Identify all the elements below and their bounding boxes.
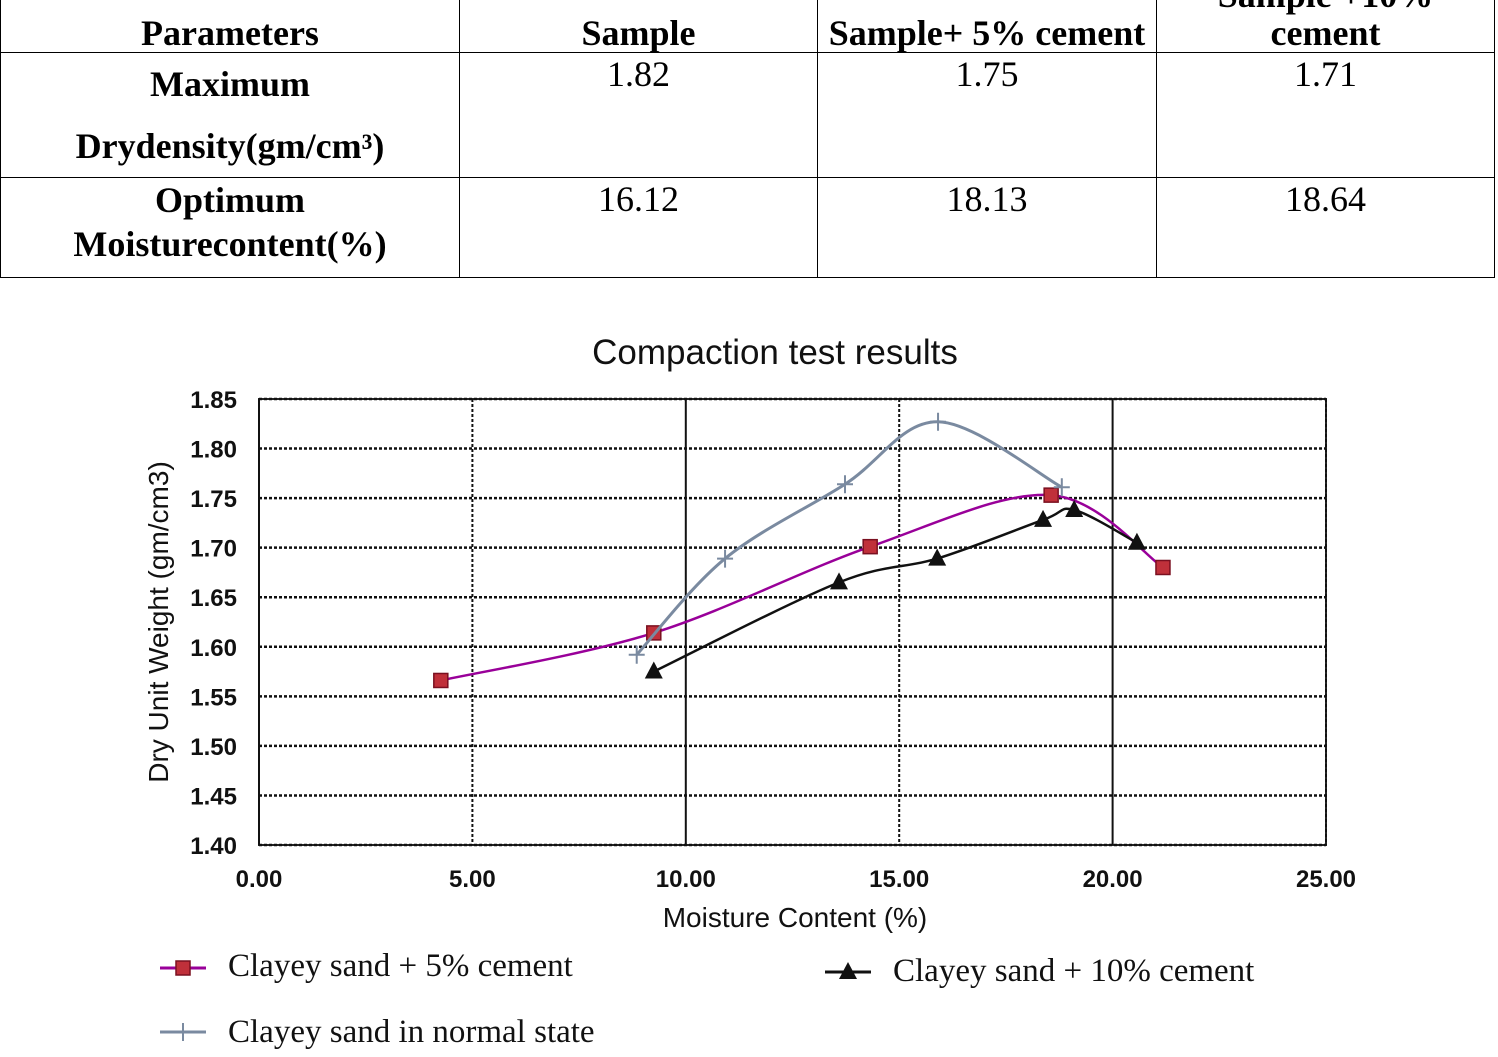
chart-title: Compaction test results [592,333,958,372]
row-value: 1.82 [459,52,818,178]
row-value: 16.12 [459,177,818,278]
header-sample-5: Sample+ 5% cement [817,0,1157,53]
series-1 [644,500,1146,679]
header-parameters: Parameters [0,0,460,53]
data-point [836,475,853,494]
series-layer [433,412,1171,689]
y-tick-label: 1.55 [190,684,237,711]
x-tick-label: 25.00 [1296,866,1356,893]
data-point [433,672,449,689]
y-tick-label: 1.75 [190,486,237,513]
y-tick-label: 1.45 [190,783,237,810]
data-point [1053,478,1070,497]
row-value: 1.75 [817,52,1157,178]
data-point [644,661,663,679]
x-tick-label: 20.00 [1083,866,1143,893]
x-tick-label: 15.00 [869,866,929,893]
x-tick-label: 0.00 [236,866,283,893]
grid [258,397,1327,847]
row-value: 1.71 [1156,52,1495,178]
x-axis-label: Moisture Content (%) [663,902,928,933]
x-tick-label: 10.00 [656,866,716,893]
data-point [1155,559,1171,576]
table-row: Optimum Moisturecontent(%) 16.12 18.13 1… [0,177,1495,278]
y-tick-label: 1.60 [190,635,237,662]
y-tick-label: 1.40 [190,833,237,860]
compaction-chart: Compaction test results 1.40 1.45 1.50 1.55… [143,333,1356,1041]
tick-labels: 1.40 1.45 1.50 1.55 1.60 1.65 1.70 1.75 1.80 1.85… [190,387,1356,893]
legend-marker [839,962,857,979]
data-point [1043,487,1059,503]
y-tick-label: 1.70 [190,536,237,563]
y-tick-label: 1.80 [190,437,237,464]
row-parameter: Optimum Moisturecontent(%) [0,177,460,278]
legend-label-5: Clayey sand + 5% cement [228,948,573,984]
series-2 [628,412,1070,664]
legend-label-normal: Clayey sand in normal state [228,1014,595,1050]
row-parameter: Maximum Drydensity(gm/cm³) [0,52,460,178]
data-point [928,548,947,566]
data-point [930,412,947,431]
data-point [628,645,645,664]
y-tick-label: 1.85 [190,387,237,414]
legend-marker [175,1023,191,1041]
table-header-row: Parameters Sample Sample+ 5% cement Samp… [0,0,1495,53]
row-value: 18.64 [1156,177,1495,278]
data-point [1127,532,1146,550]
results-table: Parameters Sample Sample+ 5% cement Samp… [0,0,1495,278]
legend-marks [160,960,871,1041]
legend-marker [175,960,191,976]
legend-label-10: Clayey sand + 10% cement [893,953,1255,989]
series-line [440,493,1164,682]
x-tick-label: 5.00 [449,866,496,893]
y-tick-label: 1.50 [190,734,237,761]
data-point [1034,509,1053,527]
y-tick-label: 1.65 [190,585,237,612]
data-point [1065,500,1084,518]
data-point [717,549,734,568]
table-row: Maximum Drydensity(gm/cm³) 1.82 1.75 1.7… [0,52,1495,178]
header-sample-10: Sample +10% cement [1156,0,1495,53]
plot-area [258,398,1327,846]
header-sample: Sample [459,0,818,53]
data-point [862,538,878,555]
y-axis-label: Dry Unit Weight (gm/cm3) [143,461,174,783]
row-value: 18.13 [817,177,1157,278]
data-point [830,572,849,590]
